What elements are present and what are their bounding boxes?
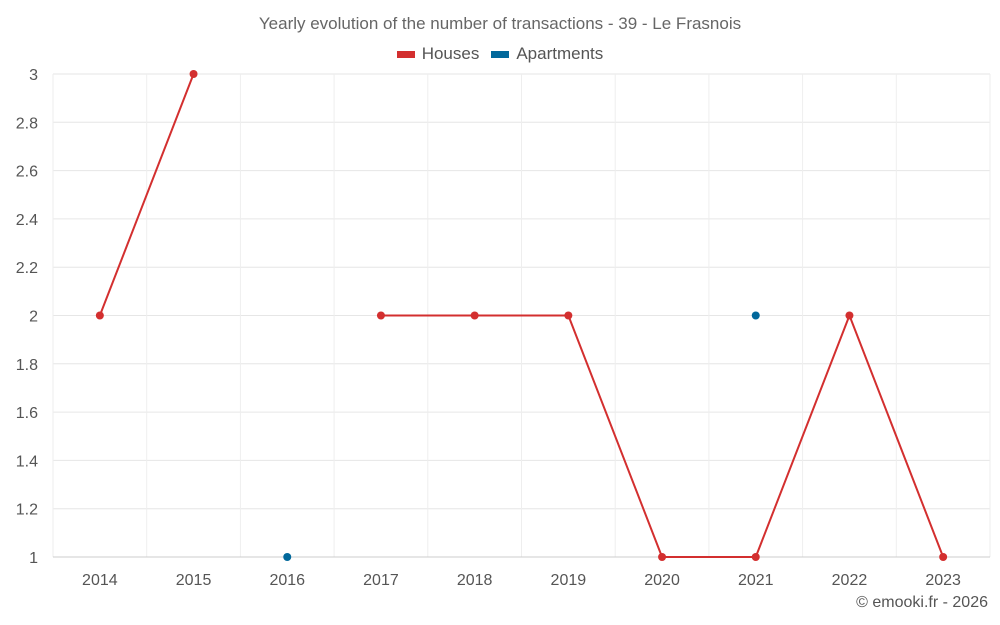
y-tick-label: 1.2	[16, 502, 38, 519]
y-tick-label: 1.8	[16, 357, 38, 374]
chart-title: Yearly evolution of the number of transa…	[258, 14, 742, 33]
x-tick-label: 2017	[363, 572, 399, 589]
x-tick-label: 2016	[269, 572, 305, 589]
y-tick-label: 1	[29, 550, 38, 567]
data-point-houses	[376, 311, 385, 320]
y-tick-label: 3	[29, 67, 38, 84]
y-tick-label: 1.4	[16, 453, 38, 470]
data-point-houses	[845, 311, 854, 320]
y-tick-label: 1.6	[16, 405, 38, 422]
x-tick-label: 2014	[82, 572, 118, 589]
x-tick-label: 2021	[738, 572, 774, 589]
data-point-houses	[658, 553, 667, 561]
legend-swatch-houses	[396, 50, 415, 58]
y-tick-label: 2	[29, 309, 38, 326]
x-tick-label: 2022	[832, 572, 868, 589]
x-tick-label: 2018	[457, 572, 493, 589]
data-point-houses	[939, 553, 948, 561]
series-line-houses	[98, 73, 195, 316]
series-line-houses	[380, 314, 945, 558]
x-tick-label: 2020	[644, 572, 680, 589]
data-point-houses	[470, 311, 479, 320]
data-point-apartments	[751, 311, 760, 320]
x-tick-label: 2023	[925, 572, 961, 589]
x-tick-label: 2015	[176, 572, 212, 589]
data-point-houses	[751, 553, 760, 561]
y-tick-label: 2.2	[16, 260, 38, 277]
data-point-houses	[564, 311, 573, 320]
legend-label-houses: Houses	[421, 44, 480, 63]
data-point-houses	[189, 70, 198, 78]
legend-label-apartments: Apartments	[516, 44, 604, 63]
legend-swatch-apartments	[491, 50, 510, 58]
x-tick-label: 2019	[551, 572, 587, 589]
y-tick-label: 2.8	[16, 115, 38, 132]
credit-text: © emooki.fr - 2026	[856, 594, 988, 611]
legend: Houses Apartments	[0, 44, 1000, 64]
legend-item-apartments[interactable]: Apartments	[491, 44, 603, 64]
y-tick-label: 2.6	[16, 164, 38, 181]
data-point-apartments	[283, 553, 292, 561]
y-tick-label: 2.4	[16, 212, 38, 229]
legend-item-houses[interactable]: Houses	[396, 44, 480, 64]
data-point-houses	[95, 311, 104, 320]
